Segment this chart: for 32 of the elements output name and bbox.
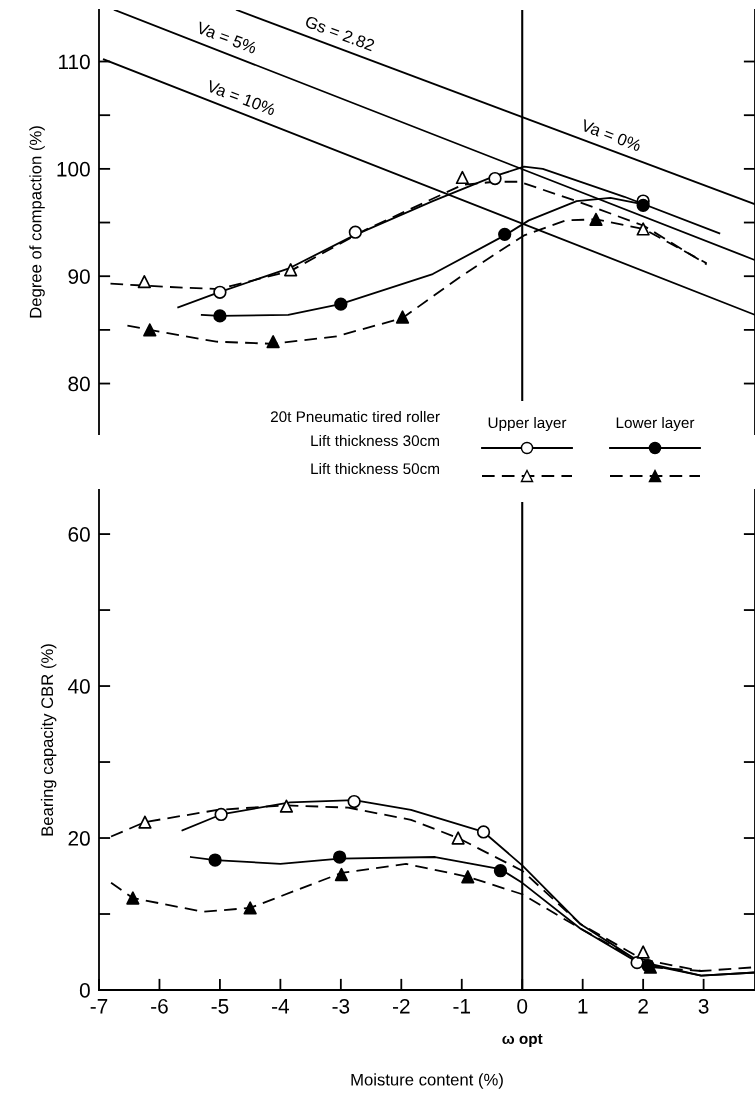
y-tick-label: 0	[79, 983, 90, 998]
x-tick-label: -2	[392, 998, 410, 1014]
y-axis-title: Bearing capacity CBR (%)	[40, 644, 57, 836]
annotation: Va = 5%	[195, 21, 258, 54]
y-tick-label: 90	[68, 269, 90, 284]
x-tick-label: -1	[453, 999, 471, 1014]
y-tick-label: 80	[68, 376, 90, 392]
x-axis-title: Moisture content (%)	[351, 1073, 503, 1089]
annotation: Upper layer	[488, 416, 567, 432]
x-tick-label: 2	[638, 998, 648, 1014]
legend-title: 20t Pneumatic tired roller	[270, 410, 440, 423]
x-tick-label: -5	[211, 999, 229, 1014]
y-tick-label: 60	[68, 527, 90, 542]
annotation: Va = 0%	[580, 118, 642, 152]
y-tick-label: 40	[67, 679, 90, 694]
x-tick-label: 1	[578, 999, 588, 1014]
x-tick-label: -6	[151, 998, 168, 1014]
text: Lift thickness 50cm	[311, 462, 439, 475]
x-tick-label: 0	[517, 998, 528, 1014]
text: Lift thickness 30cm	[311, 434, 439, 447]
x-tick-label: -3	[332, 998, 350, 1014]
annotation: Gs = 2.82	[304, 15, 376, 52]
y-tick-label: 110	[59, 54, 90, 70]
x-tick-label: -4	[272, 999, 290, 1014]
annotation: Va = 10%	[205, 79, 277, 116]
y-axis-title: Degree of compaction (%)	[29, 126, 45, 318]
y-tick-label: 100	[57, 161, 90, 177]
x-tick-label: -7	[90, 999, 108, 1014]
y-tick-label: 20	[68, 831, 90, 846]
ref-line-label: ω opt	[502, 1033, 543, 1048]
annotation: Lower layer	[616, 416, 695, 432]
x-tick-label: 3	[698, 998, 709, 1014]
